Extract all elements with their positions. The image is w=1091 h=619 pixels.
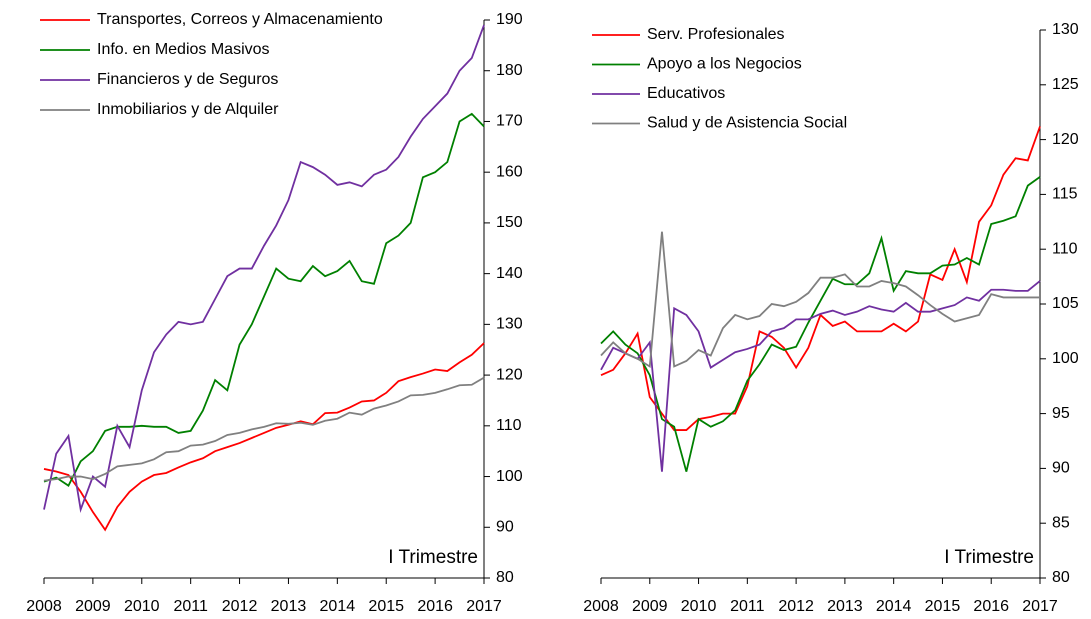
- x-tick-label: 2016: [417, 598, 453, 615]
- series-line: [43, 112, 485, 487]
- y-tick-label: 85: [1052, 514, 1070, 531]
- series-line: [43, 24, 485, 514]
- x-tick-label: 2012: [778, 598, 814, 615]
- y-tick-label: 100: [1052, 350, 1079, 367]
- y-tick-label: 105: [1052, 295, 1079, 312]
- legend-label: Transportes, Correos y Almacenamiento: [97, 11, 383, 28]
- legend-label: Apoyo a los Negocios: [647, 56, 802, 73]
- legend-label: Serv. Profesionales: [647, 26, 785, 43]
- y-tick-label: 110: [1052, 240, 1078, 257]
- y-tick-label: 95: [1052, 405, 1070, 422]
- x-tick-label: 2008: [583, 598, 619, 615]
- y-tick-label: 150: [496, 214, 523, 231]
- y-tick-label: 115: [1052, 186, 1078, 203]
- y-tick-label: 120: [496, 366, 523, 383]
- y-tick-label: 90: [496, 518, 514, 535]
- y-tick-label: 100: [496, 468, 523, 485]
- series-line: [600, 176, 1041, 472]
- x-tick-label: 2014: [876, 598, 912, 615]
- x-tick-label: 2009: [632, 598, 668, 615]
- x-tick-label: 2017: [466, 598, 502, 615]
- y-tick-label: 190: [496, 11, 523, 28]
- y-tick-label: 80: [496, 569, 514, 586]
- x-tick-label: 2014: [320, 598, 356, 615]
- x-tick-label: 2011: [730, 598, 765, 615]
- x-tick-label: 2012: [222, 598, 258, 615]
- legend-label: Educativos: [647, 85, 725, 102]
- legend-label: Info. en Medios Masivos: [97, 41, 270, 58]
- x-tick-label: 2011: [173, 598, 208, 615]
- y-tick-label: 180: [496, 62, 523, 79]
- y-tick-label: 170: [496, 113, 523, 130]
- x-tick-label: 2010: [681, 598, 717, 615]
- x-tick-label: 2008: [26, 598, 62, 615]
- annotation: I Trimestre: [388, 547, 478, 568]
- y-tick-label: 160: [496, 163, 523, 180]
- y-tick-label: 130: [496, 316, 523, 333]
- series-line: [43, 342, 485, 532]
- y-tick-label: 80: [1052, 569, 1070, 586]
- x-tick-label: 2015: [925, 598, 961, 615]
- x-tick-label: 2013: [271, 598, 307, 615]
- x-tick-label: 2017: [1022, 598, 1058, 615]
- y-tick-label: 125: [1052, 76, 1079, 93]
- x-tick-label: 2015: [368, 598, 404, 615]
- series-line: [600, 231, 1040, 369]
- series-line: [43, 376, 485, 482]
- y-tick-label: 120: [1052, 131, 1079, 148]
- y-tick-label: 90: [1052, 460, 1070, 477]
- legend-label: Salud y de Asistencia Social: [647, 115, 847, 132]
- x-tick-label: 2009: [75, 598, 111, 615]
- x-tick-label: 2016: [973, 598, 1009, 615]
- y-tick-label: 140: [496, 265, 523, 282]
- legend-label: Financieros y de Seguros: [97, 71, 278, 88]
- x-tick-label: 2010: [124, 598, 160, 615]
- legend-label: Inmobiliarios y de Alquiler: [97, 101, 279, 118]
- annotation: I Trimestre: [944, 547, 1034, 568]
- series-line: [600, 280, 1041, 472]
- x-tick-label: 2013: [827, 598, 863, 615]
- y-tick-label: 110: [496, 417, 522, 434]
- y-tick-label: 130: [1052, 21, 1079, 38]
